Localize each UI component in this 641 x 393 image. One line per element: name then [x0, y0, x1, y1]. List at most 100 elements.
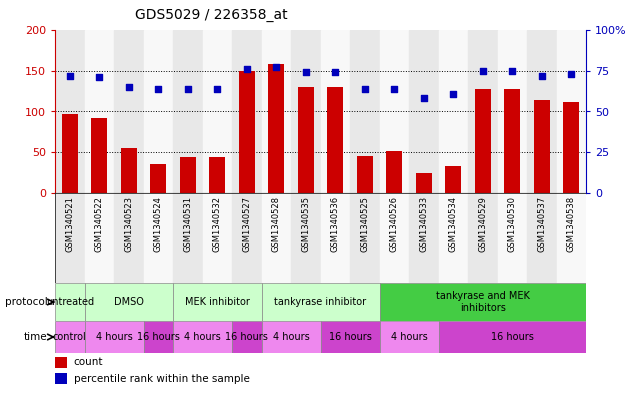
Text: count: count [74, 358, 103, 367]
Text: GSM1340527: GSM1340527 [242, 196, 251, 252]
Bar [55, 283, 85, 321]
Bar [320, 193, 350, 283]
Bar [474, 89, 491, 193]
Bar [55, 193, 85, 283]
Point [448, 90, 458, 97]
Bar [114, 193, 144, 283]
Bar [114, 30, 144, 193]
Text: GSM1340533: GSM1340533 [419, 196, 428, 252]
Bar [62, 114, 78, 193]
Point [507, 68, 517, 74]
Bar [556, 193, 586, 283]
Bar [379, 30, 409, 193]
Bar [121, 148, 137, 193]
Bar [356, 156, 373, 193]
Bar [173, 321, 232, 353]
Point [271, 64, 281, 71]
Text: GSM1340537: GSM1340537 [537, 196, 546, 252]
Text: GSM1340529: GSM1340529 [478, 196, 487, 252]
Point [124, 84, 134, 90]
Bar [232, 321, 262, 353]
Bar [297, 87, 314, 193]
Text: GSM1340535: GSM1340535 [301, 196, 310, 252]
Bar [85, 30, 114, 193]
Bar [209, 157, 226, 193]
Bar [173, 193, 203, 283]
Point [389, 86, 399, 92]
Text: 16 hours: 16 hours [226, 332, 268, 342]
Point [419, 95, 429, 102]
Text: 16 hours: 16 hours [491, 332, 534, 342]
Bar [350, 193, 379, 283]
Point [153, 86, 163, 92]
Point [478, 68, 488, 74]
Bar [262, 193, 291, 283]
Bar [468, 30, 497, 193]
Point [183, 86, 193, 92]
Text: GSM1340524: GSM1340524 [154, 196, 163, 252]
Text: GSM1340534: GSM1340534 [449, 196, 458, 252]
Text: 4 hours: 4 hours [96, 332, 133, 342]
Bar [438, 30, 468, 193]
Text: percentile rank within the sample: percentile rank within the sample [74, 374, 249, 384]
Text: tankyrase inhibitor: tankyrase inhibitor [274, 297, 367, 307]
Bar [415, 173, 432, 193]
Bar [144, 321, 173, 353]
Point [65, 72, 75, 79]
Bar [91, 118, 107, 193]
Bar [438, 321, 586, 353]
Bar [262, 321, 320, 353]
Text: control: control [53, 332, 87, 342]
Bar [379, 283, 586, 321]
Bar [85, 321, 144, 353]
Bar [85, 193, 114, 283]
Bar [468, 193, 497, 283]
Bar [268, 64, 285, 193]
Bar [144, 30, 173, 193]
Text: 4 hours: 4 hours [390, 332, 428, 342]
Bar [291, 193, 320, 283]
Bar [556, 30, 586, 193]
Text: GSM1340528: GSM1340528 [272, 196, 281, 252]
Bar [291, 30, 320, 193]
Bar [563, 102, 579, 193]
Bar [527, 30, 556, 193]
Text: 4 hours: 4 hours [272, 332, 310, 342]
Point [212, 86, 222, 92]
Bar [262, 283, 379, 321]
Bar [386, 151, 403, 193]
Bar [262, 30, 291, 193]
Text: 4 hours: 4 hours [184, 332, 221, 342]
Bar [55, 30, 85, 193]
Bar [238, 71, 255, 193]
Text: GSM1340526: GSM1340526 [390, 196, 399, 252]
Bar [350, 30, 379, 193]
Point [301, 69, 311, 75]
Bar [409, 30, 438, 193]
Point [537, 72, 547, 79]
Text: untreated: untreated [46, 297, 94, 307]
Point [566, 71, 576, 77]
Text: 16 hours: 16 hours [329, 332, 371, 342]
Bar [203, 193, 232, 283]
Bar [232, 30, 262, 193]
Bar [409, 193, 438, 283]
Text: DMSO: DMSO [114, 297, 144, 307]
Bar [379, 193, 409, 283]
Text: GSM1340532: GSM1340532 [213, 196, 222, 252]
Bar [55, 321, 85, 353]
Text: tankyrase and MEK
inhibitors: tankyrase and MEK inhibitors [436, 291, 529, 313]
Bar [527, 193, 556, 283]
Bar [445, 166, 462, 193]
Text: protocol: protocol [5, 297, 47, 307]
Text: GSM1340523: GSM1340523 [124, 196, 133, 252]
Text: GDS5029 / 226358_at: GDS5029 / 226358_at [135, 8, 287, 22]
Bar [179, 157, 196, 193]
Text: 16 hours: 16 hours [137, 332, 179, 342]
Bar [320, 30, 350, 193]
Bar [173, 30, 203, 193]
Bar [55, 373, 67, 384]
Text: time: time [24, 332, 47, 342]
Bar [438, 193, 468, 283]
Text: GSM1340536: GSM1340536 [331, 196, 340, 252]
